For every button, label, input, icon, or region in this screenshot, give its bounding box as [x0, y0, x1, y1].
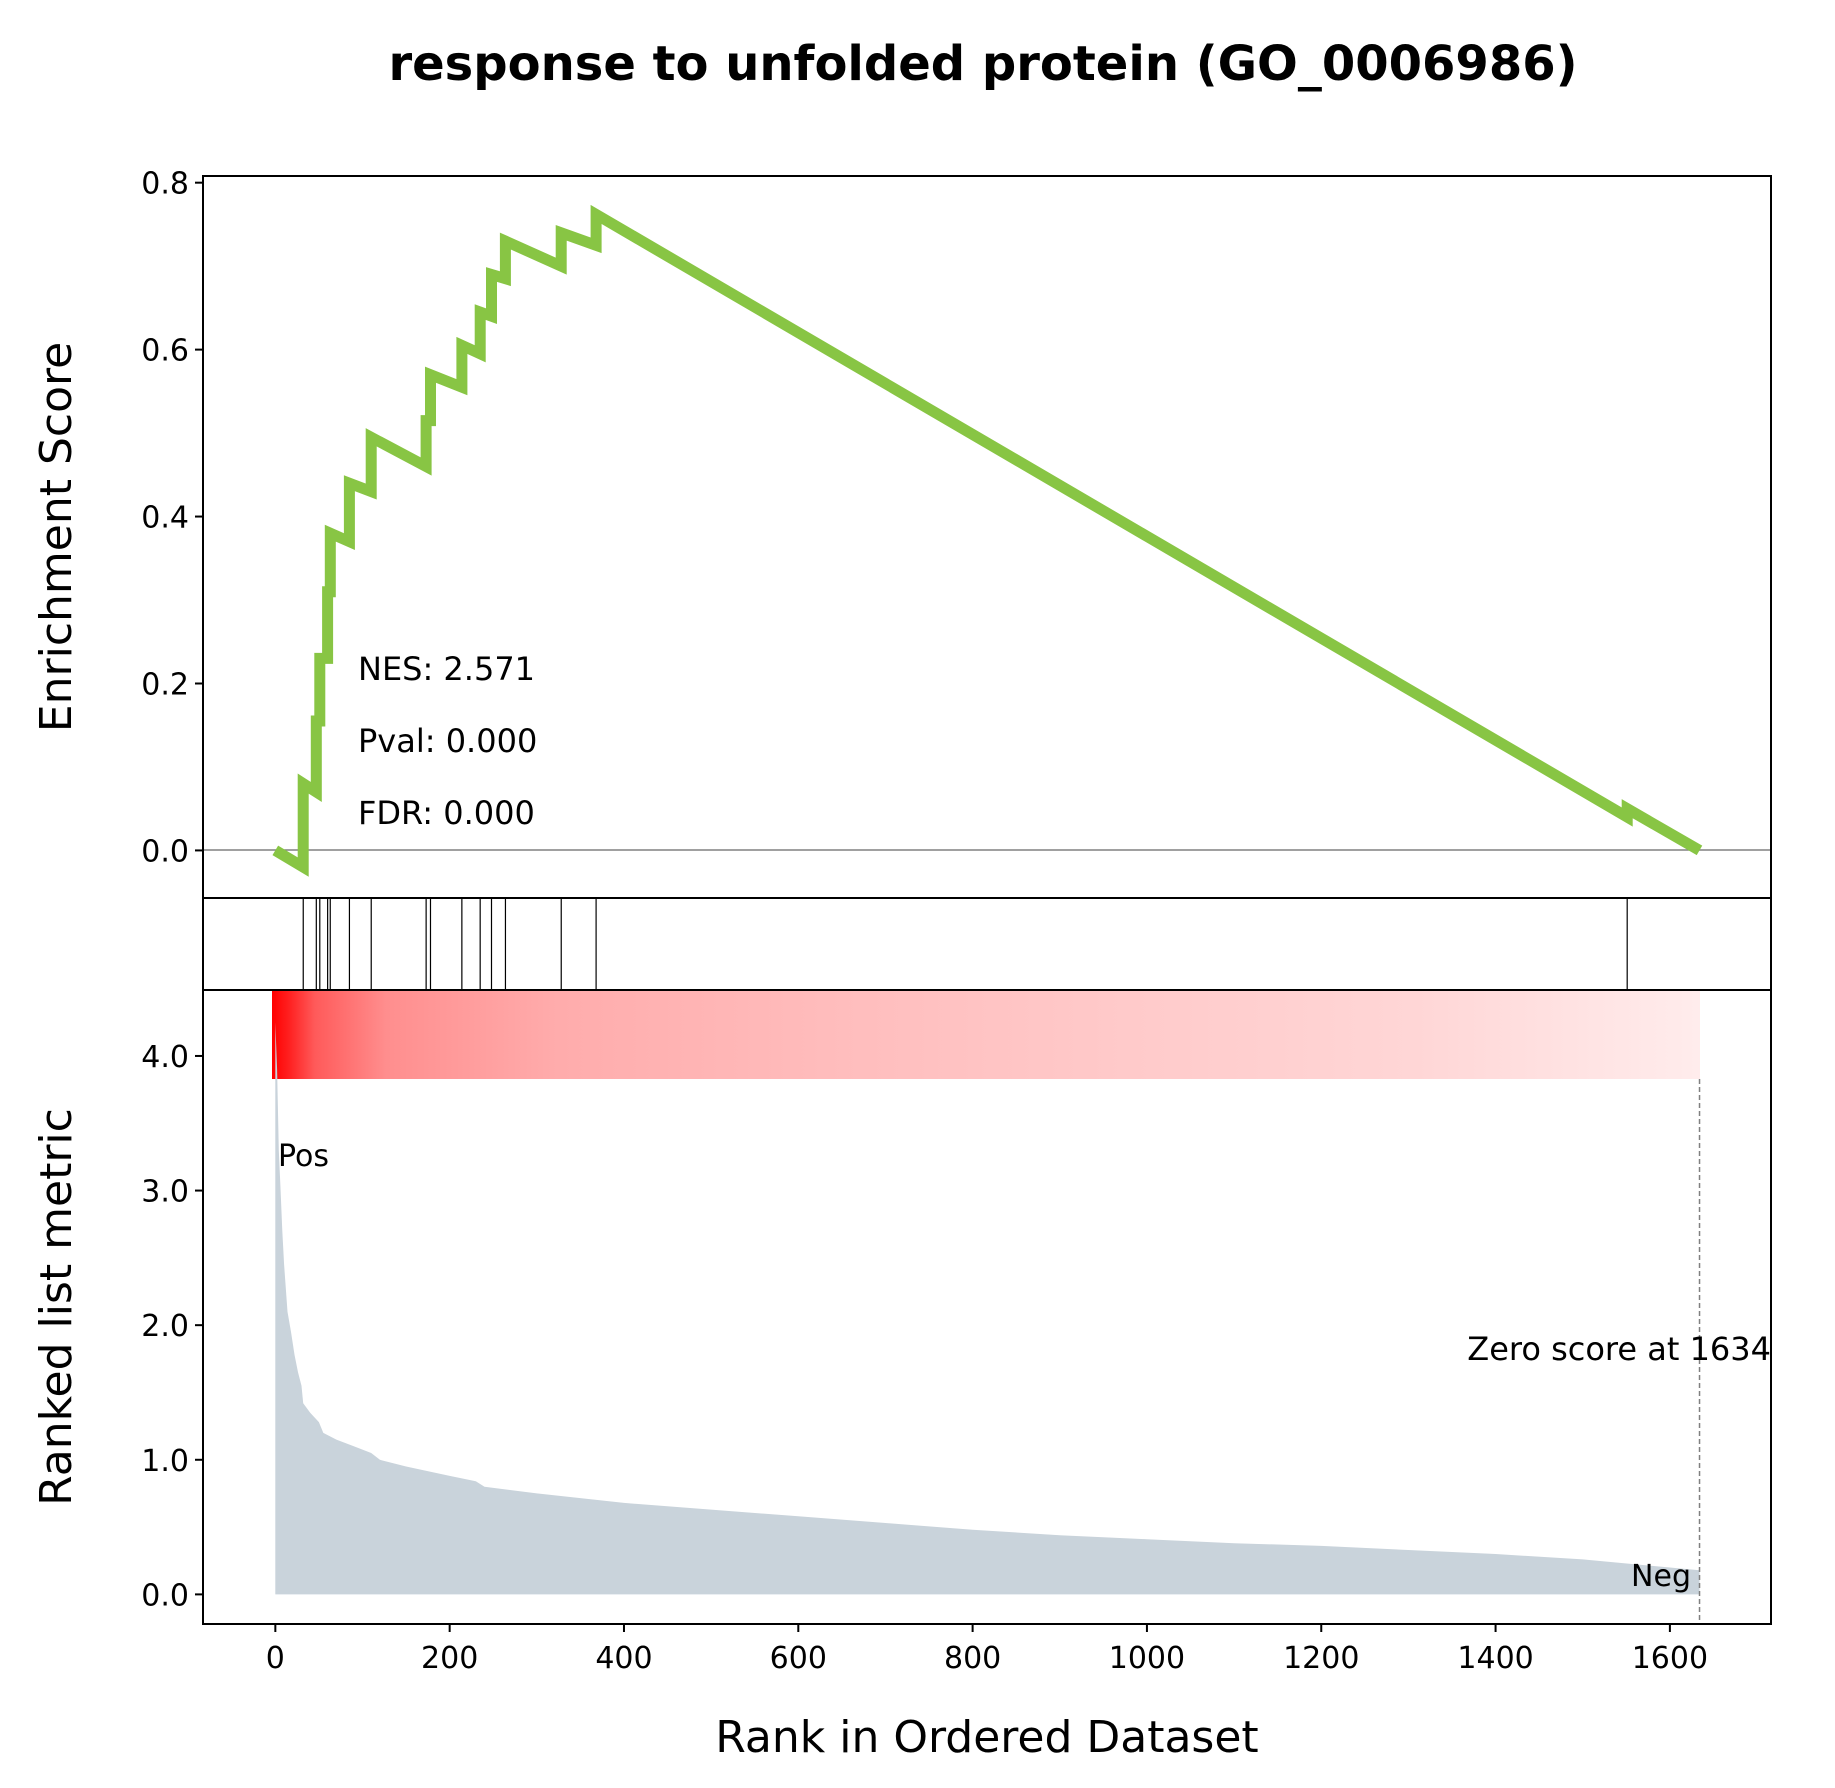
es-ytick-label: 0.0 — [141, 834, 189, 869]
es-ylabel: Enrichment Score — [31, 342, 82, 732]
ranked-ytick-label: 4.0 — [141, 1040, 189, 1075]
hits-panel — [203, 898, 1771, 990]
ranked-ytick-label: 3.0 — [141, 1175, 189, 1210]
ranked-ytick-label: 2.0 — [141, 1309, 189, 1344]
es-y-ticks: 0.0 0.2 0.4 0.6 0.8 — [141, 167, 203, 870]
ranked-panel: 0.0 1.0 2.0 3.0 4.0 0 200 400 600 800 1000 1200 140… — [31, 990, 1771, 1763]
es-ytick-label: 0.2 — [141, 667, 189, 702]
xtick-label: 1600 — [1632, 1641, 1708, 1676]
ranked-y-ticks: 0.0 1.0 2.0 3.0 4.0 — [141, 1040, 203, 1613]
pval-stat: Pval: 0.000 — [358, 722, 537, 760]
ranked-ytick-label: 0.0 — [141, 1578, 189, 1613]
enrichment-panel: 0.0 0.2 0.4 0.6 0.8 Enrichment Score NES: 2.… — [31, 167, 1771, 898]
xtick-label: 800 — [944, 1641, 1001, 1676]
xlabel: Rank in Ordered Dataset — [715, 1712, 1258, 1763]
es-ytick-label: 0.6 — [141, 334, 189, 369]
neg-label: Neg — [1631, 1559, 1691, 1594]
xtick-label: 200 — [421, 1641, 478, 1676]
es-frame — [203, 176, 1771, 898]
ranked-metric-area — [275, 1022, 1699, 1594]
xtick-label: 1400 — [1457, 1641, 1533, 1676]
xtick-label: 600 — [770, 1641, 827, 1676]
chart-title: response to unfolded protein (GO_0006986… — [388, 36, 1577, 92]
ranked-ylabel: Ranked list metric — [31, 1108, 82, 1506]
ranked-x-ticks: 0 200 400 600 800 1000 1200 1400 1600 — [266, 1624, 1708, 1676]
pos-label: Pos — [278, 1139, 329, 1174]
fdr-stat: FDR: 0.000 — [358, 794, 535, 832]
xtick-label: 400 — [595, 1641, 652, 1676]
ranked-ytick-label: 1.0 — [141, 1444, 189, 1479]
rank-color-bar — [272, 990, 1700, 1079]
hit-lines — [303, 898, 1627, 990]
es-ytick-label: 0.8 — [141, 167, 189, 202]
xtick-label: 1200 — [1283, 1641, 1359, 1676]
es-ytick-label: 0.4 — [141, 501, 189, 536]
xtick-label: 0 — [266, 1641, 285, 1676]
xtick-label: 1000 — [1109, 1641, 1185, 1676]
es-line — [275, 214, 1699, 867]
hits-frame — [203, 898, 1771, 990]
zero-score-label: Zero score at 1634 — [1467, 1330, 1771, 1368]
nes-stat: NES: 2.571 — [358, 650, 535, 688]
